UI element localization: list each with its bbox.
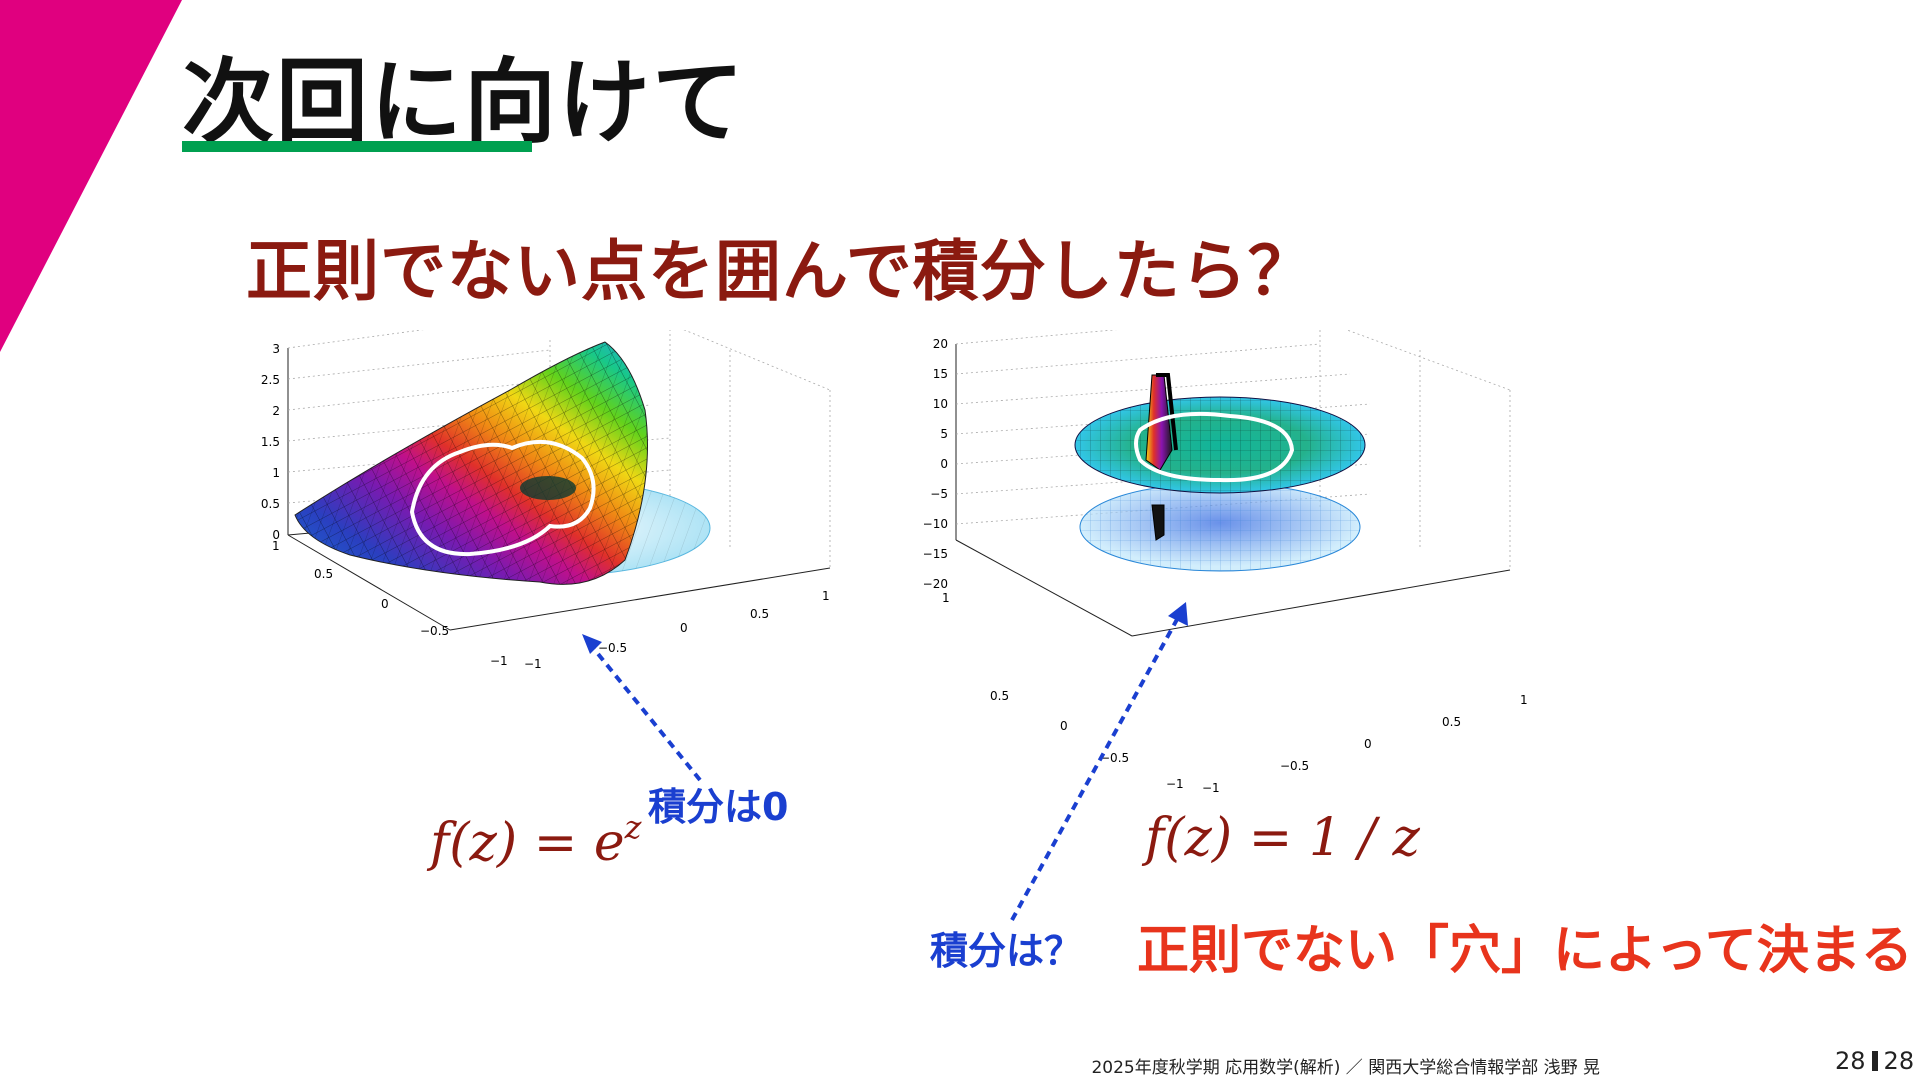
right-z-tick: 15: [933, 367, 948, 381]
subtitle: 正則でない点を囲んで積分したら？: [246, 233, 1315, 310]
right-callout: 積分は？: [930, 929, 1083, 973]
left-callout-arrow: [582, 634, 702, 782]
right-z-tick: −10: [923, 517, 948, 531]
page-separator: [1871, 1051, 1878, 1071]
page-title: 次回に向けて: [182, 49, 747, 156]
left-z-tick: 0.5: [261, 497, 280, 511]
left-x-tick: 0.5: [750, 607, 769, 621]
left-x-tick: 0: [680, 621, 688, 635]
left-y-tick: 1: [272, 539, 280, 553]
left-callout: 積分は0: [648, 785, 789, 829]
right-x-tick: −1: [1202, 781, 1220, 795]
right-y-tick: 0: [1060, 719, 1068, 733]
right-z-tick: −20: [923, 577, 948, 591]
right-y-tick: 0.5: [990, 689, 1009, 703]
right-surface-plot: 20 15 10 5 0 −5 −10 −15 −20 1 0.5 0 −0.5…: [923, 330, 1528, 795]
right-x-tick: 0.5: [1442, 715, 1461, 729]
left-formula: f(z) = ez: [430, 808, 641, 873]
right-z-tick: 10: [933, 397, 948, 411]
left-z-tick: 0: [272, 528, 280, 542]
page-number: 28 28: [1835, 1047, 1914, 1075]
right-z-tick: 5: [940, 427, 948, 441]
left-formula-lhs: f(z) = e: [430, 813, 625, 873]
footer-credit: 2025年度秋学期 応用数学(解析) ／ 関西大学総合情報学部 浅野 晃: [1091, 1058, 1600, 1078]
page-current: 28: [1835, 1047, 1866, 1075]
left-z-tick: 1: [272, 466, 280, 480]
right-x-tick: 1: [1520, 693, 1528, 707]
right-callout-arrow: [1010, 602, 1188, 921]
left-z-tick: 1.5: [261, 435, 280, 449]
right-z-tick: −15: [923, 547, 948, 561]
right-y-tick: 1: [942, 591, 950, 605]
left-z-tick: 2.5: [261, 373, 280, 387]
left-x-tick: −0.5: [598, 641, 627, 655]
left-z-tick: 2: [272, 404, 280, 418]
left-y-tick: −1: [490, 654, 508, 668]
right-y-tick: −0.5: [1100, 751, 1129, 765]
right-y-tick: −1: [1166, 777, 1184, 791]
right-z-tick: 20: [933, 337, 948, 351]
right-x-tick: −0.5: [1280, 759, 1309, 773]
left-x-tick: 1: [822, 589, 830, 603]
left-x-tick: −1: [524, 657, 542, 671]
left-y-tick: −0.5: [420, 624, 449, 638]
left-y-tick: 0: [381, 597, 389, 611]
left-surface-plot: 3 2.5 2 1.5 1 0.5 0 1 0.5 0 −0.5 −1 −1 −…: [261, 330, 831, 671]
left-formula-exponent: z: [624, 808, 642, 846]
conclusion-text: 正則でない「穴」によって決まる: [1137, 921, 1913, 981]
right-z-tick: −5: [930, 487, 948, 501]
right-x-tick: 0: [1364, 737, 1372, 751]
right-z-tick: 0: [940, 457, 948, 471]
title-underline: [182, 141, 532, 152]
left-z-tick: 3: [272, 342, 280, 356]
page-total: 28: [1883, 1047, 1915, 1075]
right-formula: f(z) = 1 / z: [1145, 808, 1420, 868]
accent-triangle: [0, 0, 182, 352]
left-y-tick: 0.5: [314, 567, 333, 581]
